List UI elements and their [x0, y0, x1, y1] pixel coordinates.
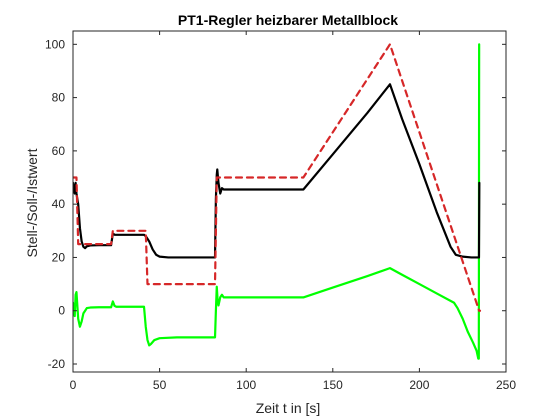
chart-title: PT1-Regler heizbarer Metallblock [178, 12, 398, 28]
x-tick-label-4: 150 [323, 378, 343, 392]
y-tick-label-2: 0 [58, 304, 65, 318]
y-tick-label-3: 20 [52, 250, 66, 264]
y-axis-label: Stell-/Soll-/Istwert [24, 148, 40, 257]
x-tick-label-6: 250 [496, 378, 516, 392]
series-line-2 [73, 83, 481, 259]
x-tick-label-1: 0 [70, 378, 77, 392]
axes-layer: 0 50 100 150 200 250 -20 0 20 40 60 80 100 [45, 30, 516, 392]
series-line-3 [73, 43, 482, 312]
series-line-1 [73, 43, 481, 360]
x-axis-label: Zeit t in [s] [256, 400, 321, 416]
y-tick-label-6: 80 [52, 91, 66, 105]
y-tick-label-5: 60 [52, 144, 66, 158]
plot-frame [72, 30, 507, 373]
y-tick-label-7: 100 [45, 37, 65, 51]
y-tick-label-1: -20 [48, 357, 66, 371]
x-tick-label-2: 50 [153, 378, 167, 392]
y-tick-label-4: 40 [52, 197, 66, 211]
x-tick-label-5: 200 [409, 378, 429, 392]
x-tick-label-3: 100 [236, 378, 256, 392]
plot-layer [73, 43, 482, 360]
